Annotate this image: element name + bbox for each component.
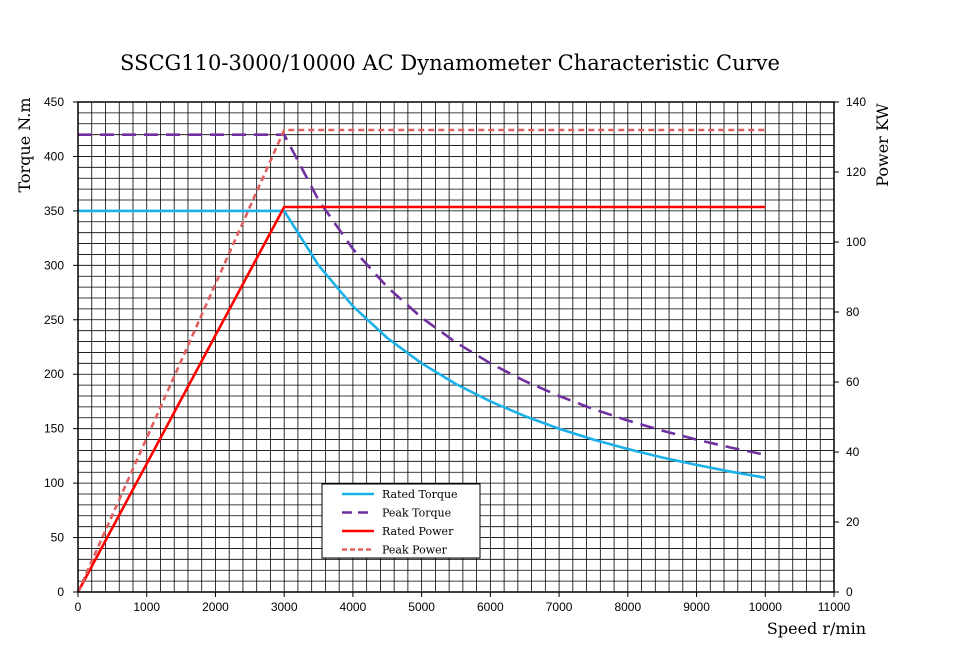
y-axis-left-title: Torque N.m [15, 97, 34, 192]
x-tick-label: 5000 [408, 600, 435, 614]
chart-title: SSCG110-3000/10000 AC Dynamometer Charac… [120, 51, 780, 75]
series-layer [76, 128, 766, 593]
x-tick-label: 1000 [133, 600, 160, 614]
series-line-rated-power [76, 205, 766, 593]
y-left-tick-label: 0 [57, 585, 64, 599]
tick-labels: 0 1000 2000 3000 4000 5000 6000 7000 8000 9000 100… [44, 95, 866, 614]
y-right-tick-label: 80 [846, 305, 860, 319]
y-right-tick-label: 60 [846, 375, 860, 389]
y-axis-right-title: Power KW [873, 103, 892, 187]
x-tick-label: 6000 [477, 600, 504, 614]
axes [77, 101, 835, 593]
y-right-tick-label: 120 [846, 165, 866, 179]
legend-label: Rated Torque [382, 488, 458, 501]
x-tick-label: 9000 [683, 600, 710, 614]
x-axis-title: Speed r/min [767, 619, 866, 638]
x-tick-label: 11000 [818, 600, 851, 614]
legend-label: Peak Power [382, 544, 448, 557]
y-left-tick-label: 200 [44, 367, 64, 381]
x-tick-label: 0 [75, 600, 82, 614]
y-right-tick-label: 140 [846, 95, 866, 109]
series-line-rated-torque [78, 209, 766, 479]
y-left-tick-label: 450 [44, 95, 64, 109]
y-left-tick-label: 400 [44, 149, 64, 163]
y-left-tick-label: 150 [44, 422, 64, 436]
x-tick-label: 7000 [546, 600, 573, 614]
x-tick-label: 2000 [202, 600, 229, 614]
y-left-tick-label: 300 [44, 258, 64, 272]
y-right-tick-label: 0 [846, 585, 853, 599]
legend-label: Peak Torque [382, 507, 451, 520]
y-left-tick-label: 250 [44, 313, 64, 327]
legend: Rated Torque Peak Torque Rated Power Peak P… [321, 483, 481, 559]
y-left-tick-label: 50 [51, 531, 65, 545]
series-line-peak-power [76, 128, 766, 593]
y-right-tick-label: 20 [846, 515, 860, 529]
x-tick-label: 3000 [271, 600, 298, 614]
x-tick-label: 10000 [749, 600, 783, 614]
legend-box [321, 483, 481, 559]
legend-label: Rated Power [382, 525, 454, 538]
plot-frame [77, 101, 835, 593]
series-line-peak-torque [78, 133, 766, 457]
x-tick-label: 8000 [614, 600, 641, 614]
y-right-tick-label: 100 [846, 235, 866, 249]
y-left-tick-label: 350 [44, 204, 64, 218]
y-right-tick-label: 40 [846, 445, 860, 459]
x-tick-label: 4000 [340, 600, 367, 614]
y-left-tick-label: 100 [44, 476, 64, 490]
